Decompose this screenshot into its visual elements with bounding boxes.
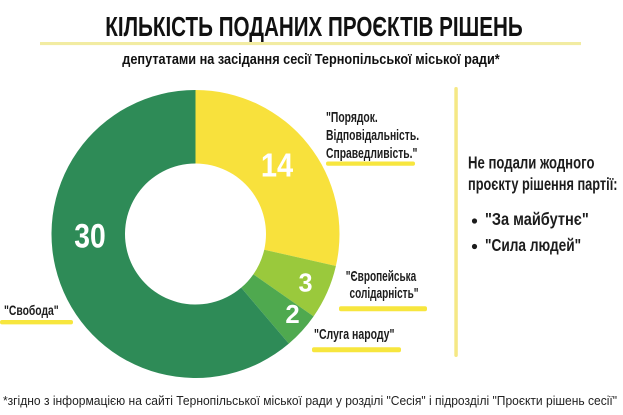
svg-text:"Свобода": "Свобода" (4, 302, 59, 318)
svg-text:"Порядок.: "Порядок. (326, 108, 378, 125)
svg-text:14: 14 (261, 147, 294, 184)
svg-text:"Європейська: "Європейська (346, 267, 417, 285)
svg-text:депутатами на засідання сесії: депутатами на засідання сесії Тернопільс… (122, 50, 500, 67)
svg-text:проєкту рішення партії:: проєкту рішення партії: (468, 175, 618, 195)
svg-text:*згідно з інформацією на сайті: *згідно з інформацією на сайті Тернопіль… (3, 393, 617, 407)
svg-text:солідарність": солідарність" (350, 284, 419, 302)
svg-text:3: 3 (298, 269, 312, 297)
svg-text:Відповідальність.: Відповідальність. (326, 126, 419, 143)
svg-text:"За майбутнє": "За майбутнє" (485, 210, 589, 230)
svg-text:Не подали жодного: Не подали жодного (468, 154, 594, 173)
svg-text:"Сила людей": "Сила людей" (485, 236, 581, 255)
svg-text:"Слуга народу": "Слуга народу" (314, 325, 394, 342)
svg-text:2: 2 (285, 301, 299, 329)
svg-text:Справедливість.": Справедливість." (326, 144, 417, 161)
svg-text:30: 30 (74, 216, 105, 255)
svg-text:КІЛЬКІСТЬ ПОДАНИХ ПРОЄКТІВ РІШ: КІЛЬКІСТЬ ПОДАНИХ ПРОЄКТІВ РІШЕНЬ (105, 12, 522, 43)
